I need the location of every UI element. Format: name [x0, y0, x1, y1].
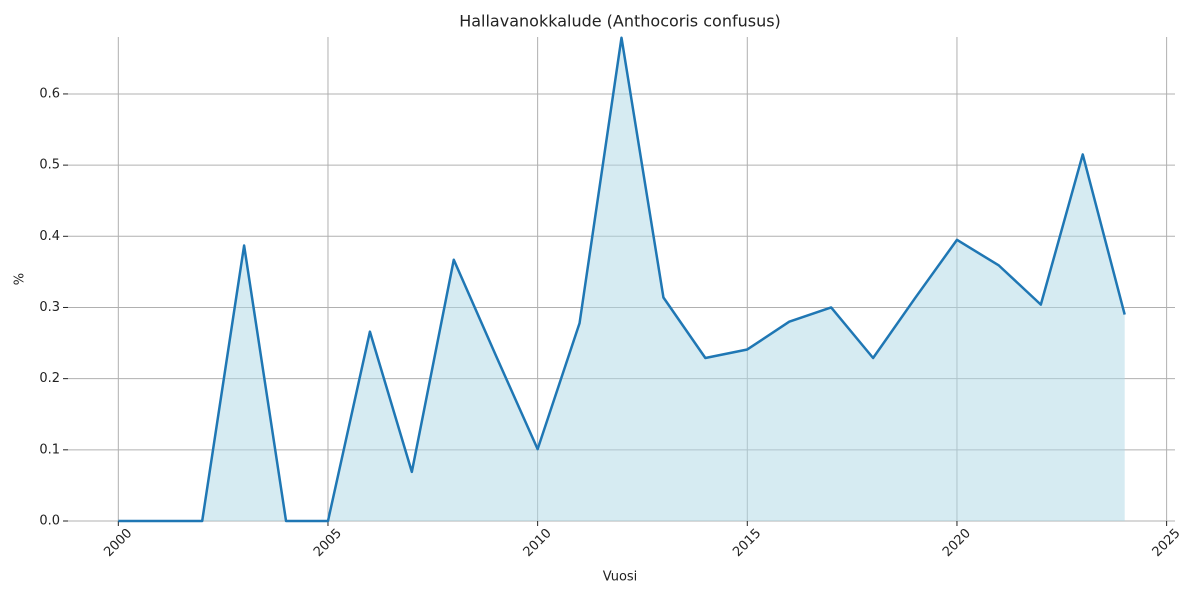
y-tick-label: 0.2 — [39, 371, 60, 386]
y-tick-label: 0.6 — [39, 86, 60, 101]
x-tick-label: 2000 — [101, 526, 135, 560]
y-tick-label: 0.5 — [39, 158, 60, 173]
x-axis-label: Vuosi — [603, 570, 638, 585]
y-axis-label: % — [13, 273, 28, 285]
x-tick-label: 2025 — [1150, 526, 1184, 560]
y-tick-label: 0.4 — [39, 229, 60, 244]
y-tick-label: 0.0 — [39, 514, 60, 529]
data-line — [118, 36, 1126, 523]
y-tick-label: 0.3 — [39, 300, 60, 315]
x-tick-label: 2005 — [311, 526, 345, 560]
chart-title: Hallavanokkalude (Anthocoris confusus) — [459, 12, 781, 31]
y-tick-label: 0.1 — [39, 442, 60, 457]
area-fill — [118, 37, 1125, 522]
x-tick-label: 2010 — [521, 526, 555, 560]
x-tick-label: 2020 — [940, 526, 974, 560]
x-tick-label: 2015 — [730, 526, 764, 560]
